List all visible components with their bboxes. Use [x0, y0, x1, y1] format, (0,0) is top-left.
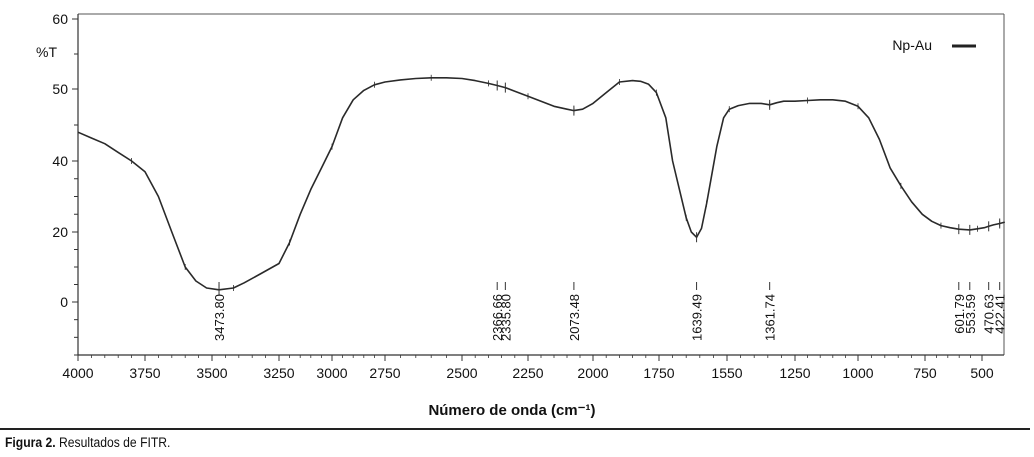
peak-label: 1639.49 [690, 294, 705, 341]
y-tick-label: 40 [52, 153, 68, 169]
peak-label: 2366.66 [490, 294, 505, 341]
x-tick-label: 750 [913, 365, 937, 381]
x-tick-label: 1550 [711, 365, 742, 381]
peak-label: 470.63 [982, 294, 997, 334]
peak-label: 2335.80 [498, 294, 513, 341]
x-tick-label: 3000 [316, 365, 347, 381]
x-axis-label: Número de onda (cm⁻¹) [428, 402, 595, 419]
y-tick-label: 50 [52, 81, 68, 97]
legend-label: Np-Au [892, 37, 932, 53]
peak-label: 422.41 [993, 294, 1008, 334]
series-line [77, 77, 1006, 291]
y-tick-label: 20 [52, 224, 68, 240]
x-tick-label: 1750 [643, 365, 674, 381]
x-tick-label: 3750 [129, 365, 160, 381]
figure-caption: Figura 2. Resultados de FITR. [5, 435, 170, 450]
caption-divider [0, 428, 1030, 430]
x-tick-label: 2000 [577, 365, 608, 381]
peak-label: 2073.48 [567, 294, 582, 341]
x-tick-label: 1250 [779, 365, 810, 381]
ftir-chart: 0 20 40 50 60 4000 3750 3500 3250 3000 2750 2500 22… [36, 11, 1008, 419]
x-tick-label: 4000 [62, 365, 93, 381]
legend: Np-Au [892, 37, 976, 53]
peak-label: 553.59 [963, 294, 978, 334]
peak-label: 601.79 [952, 294, 967, 334]
y-tick-label: 0 [60, 294, 68, 310]
x-tick-label: 1000 [842, 365, 873, 381]
series-layer [77, 74, 1006, 291]
x-tick-label: 2250 [512, 365, 543, 381]
x-tick-label: 3500 [196, 365, 227, 381]
x-axis: 4000 3750 3500 3250 3000 2750 2500 2250 2000 1750… [62, 355, 994, 381]
x-tick-label: 500 [970, 365, 994, 381]
y-axis-label: %T [36, 44, 57, 60]
y-tick-label: 60 [52, 11, 68, 27]
x-tick-label: 2500 [446, 365, 477, 381]
peak-label: 1361.74 [763, 294, 778, 341]
caption-prefix: Figura 2. [5, 435, 56, 450]
peak-label: 3473.80 [212, 294, 227, 341]
x-tick-label: 3250 [263, 365, 294, 381]
y-axis: 0 20 40 50 60 [52, 11, 78, 356]
x-tick-label: 2750 [369, 365, 400, 381]
caption-text: Resultados de FITR. [55, 435, 171, 450]
